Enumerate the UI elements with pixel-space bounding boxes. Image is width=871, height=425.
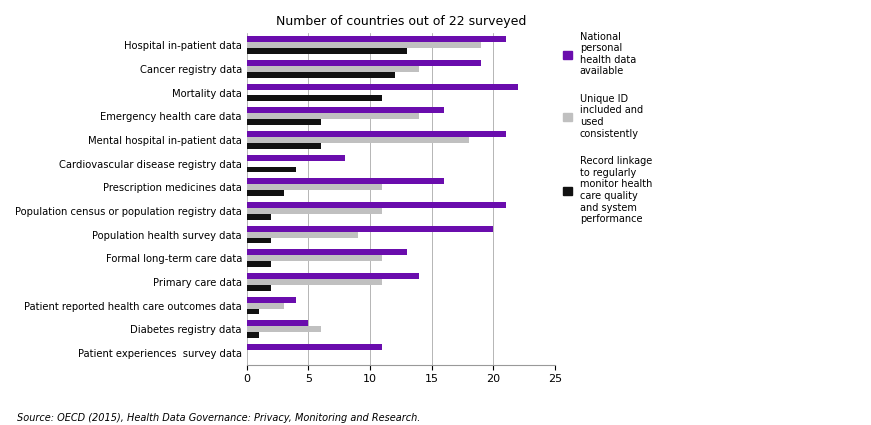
Bar (246, 119, 321, 125)
Bar (246, 326, 321, 332)
Title: Number of countries out of 22 surveyed: Number of countries out of 22 surveyed (276, 15, 526, 28)
Bar (246, 108, 444, 113)
Bar (246, 303, 284, 309)
Bar (246, 66, 420, 72)
Text: Source: OECD (2015), Health Data Governance: Privacy, Monitoring and Research.: Source: OECD (2015), Health Data Governa… (17, 413, 421, 423)
Bar (246, 344, 382, 350)
Bar (246, 96, 382, 102)
Bar (246, 232, 358, 238)
Bar (246, 184, 382, 190)
Bar (246, 226, 494, 232)
Bar (246, 178, 444, 184)
Bar (246, 131, 506, 137)
Bar (246, 320, 308, 326)
Bar (246, 143, 321, 149)
Bar (246, 273, 420, 279)
Bar (246, 214, 272, 220)
Bar (246, 72, 395, 78)
Bar (246, 36, 506, 42)
Bar (246, 332, 259, 338)
Bar (246, 255, 382, 261)
Bar (246, 48, 407, 54)
Bar (246, 190, 284, 196)
Bar (246, 84, 518, 90)
Bar (246, 208, 382, 214)
Bar (246, 285, 272, 291)
Bar (246, 261, 272, 267)
Bar (246, 42, 481, 48)
Bar (246, 309, 259, 314)
Bar (246, 113, 420, 119)
Bar (246, 297, 296, 303)
Bar (246, 202, 506, 208)
Bar (246, 249, 407, 255)
Legend: National
personal
health data
available, Unique ID
included and
used
consistentl: National personal health data available,… (563, 31, 652, 224)
Bar (246, 137, 469, 143)
Bar (246, 60, 481, 66)
Bar (246, 279, 382, 285)
Bar (246, 155, 346, 161)
Bar (246, 238, 272, 244)
Bar (246, 167, 296, 173)
